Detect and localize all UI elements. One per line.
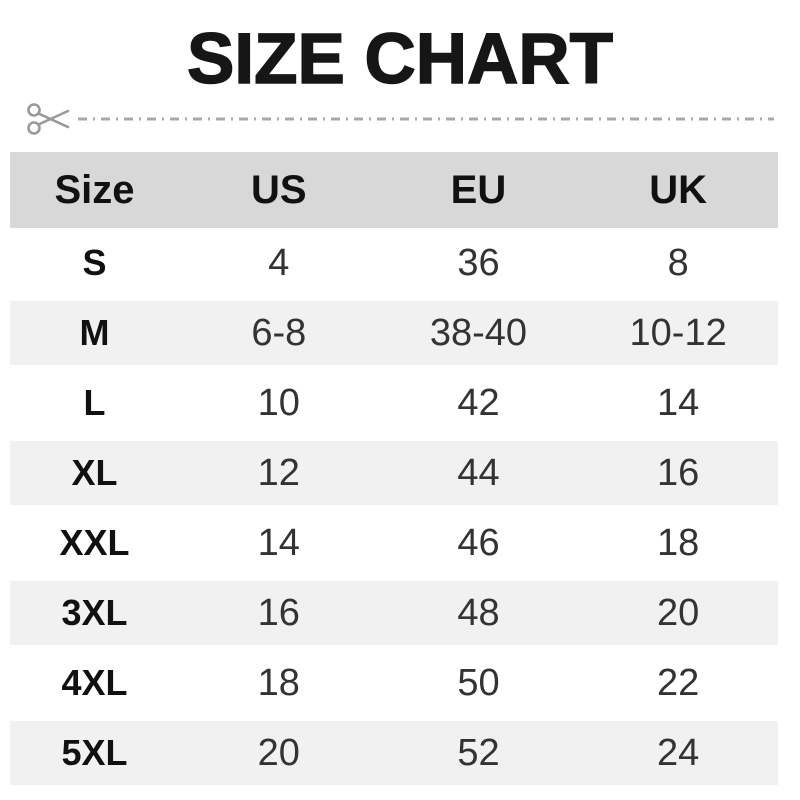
- cell-us: 16: [257, 591, 300, 634]
- table-row: S 4 36 8: [10, 228, 778, 298]
- table-header-row: Size US EU UK: [10, 152, 778, 228]
- cell-size: XXL: [59, 522, 130, 563]
- table-row: XL 12 44 16: [10, 438, 778, 508]
- cell-eu: 36: [457, 241, 500, 284]
- cell-size: XL: [71, 452, 118, 493]
- cell-eu: 42: [457, 381, 500, 424]
- cell-us: 10: [257, 381, 300, 424]
- cell-size: 4XL: [61, 662, 128, 703]
- cell-eu: 38-40: [429, 311, 528, 354]
- table-row: M 6-8 38-40 10-12: [10, 298, 778, 368]
- cell-size: S: [82, 242, 107, 283]
- header-uk: UK: [649, 167, 708, 212]
- cell-uk: 20: [656, 591, 700, 634]
- cell-us: 18: [257, 661, 300, 704]
- cell-us: 6-8: [251, 311, 307, 354]
- page-title: SIZE CHART: [186, 20, 614, 99]
- cell-eu: 50: [457, 661, 500, 704]
- cell-eu: 46: [457, 521, 500, 564]
- cell-eu: 52: [457, 731, 500, 774]
- table-row: 3XL 16 48 20: [10, 578, 778, 648]
- cell-us: 4: [268, 241, 290, 284]
- cell-us: 12: [257, 451, 300, 494]
- cell-size: M: [79, 312, 110, 353]
- cell-size: 3XL: [61, 592, 128, 633]
- cell-uk: 8: [667, 241, 689, 284]
- table-row: 4XL 18 50 22: [10, 648, 778, 718]
- header-us: US: [251, 167, 307, 212]
- table-row: XXL 14 46 18: [10, 508, 778, 578]
- cell-uk: 16: [656, 451, 700, 494]
- cell-uk: 24: [656, 731, 700, 774]
- cell-eu: 44: [457, 451, 500, 494]
- cell-size: 5XL: [61, 732, 128, 773]
- cell-us: 20: [257, 731, 300, 774]
- cell-uk: 10-12: [629, 311, 727, 354]
- cell-uk: 14: [656, 381, 700, 424]
- cut-line: [26, 100, 774, 138]
- cell-uk: 22: [656, 661, 700, 704]
- cell-us: 14: [257, 521, 300, 564]
- table-row: 5XL 20 52 24: [10, 718, 778, 788]
- scissors-icon: [27, 103, 70, 135]
- table-row: L 10 42 14: [10, 368, 778, 438]
- size-table: Size US EU UK S 4 36 8 M 6-8 38-40 10-12…: [10, 152, 778, 788]
- cell-uk: 18: [656, 521, 700, 564]
- header-eu: EU: [450, 167, 507, 212]
- cell-eu: 48: [457, 591, 500, 634]
- cell-size: L: [83, 382, 106, 423]
- dash-dot-line: [78, 117, 774, 121]
- header-size: Size: [54, 167, 135, 212]
